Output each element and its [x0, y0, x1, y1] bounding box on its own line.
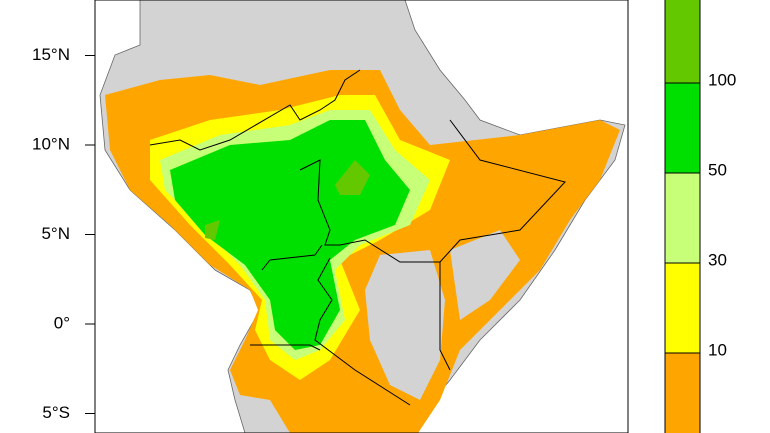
lat-label: 5°N: [41, 224, 70, 243]
colorbar-bin: [664, 172, 701, 264]
map-frame: [94, 0, 629, 433]
colorbar-label: 50: [708, 160, 727, 179]
lat-label: 10°N: [32, 134, 70, 153]
colorbar-bin: [664, 82, 701, 174]
colorbar-bin: [664, 0, 701, 84]
colorbar-label: 30: [708, 250, 727, 269]
colorbar-label: 100: [708, 70, 736, 89]
lat-label: 0°: [54, 313, 70, 332]
basemap: [95, 0, 628, 433]
colorbar-bin: [664, 262, 701, 354]
lat-label: 15°N: [32, 45, 70, 64]
colorbar-label: 10: [708, 340, 727, 359]
lat-label: 5°S: [42, 403, 70, 422]
colorbar-bin: [664, 352, 701, 433]
